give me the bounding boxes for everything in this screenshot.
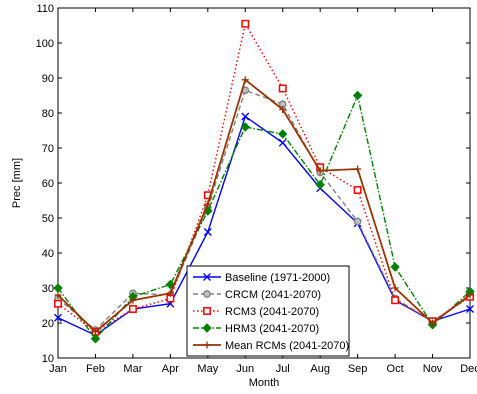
x-axis-label: Month [249, 377, 280, 389]
data-point [91, 328, 99, 336]
series-layer [53, 19, 475, 344]
y-tick-label: 90 [42, 73, 54, 85]
series-line [57, 21, 471, 333]
data-point [241, 112, 250, 121]
data-point [128, 305, 137, 313]
data-point [54, 291, 62, 299]
y-tick-label: 110 [36, 3, 54, 15]
data-point [204, 200, 212, 208]
data-point [241, 19, 250, 28]
data-point [241, 76, 249, 84]
legend-item: RCM3 (2041-2070) [193, 306, 319, 318]
y-tick-label: 80 [42, 108, 54, 120]
legend-label: HRM3 (2041-2070) [225, 323, 319, 335]
x-tick-label: Sep [348, 363, 368, 375]
x-tick-label: Dec [460, 363, 477, 375]
series-3 [53, 90, 475, 344]
data-point [352, 90, 363, 101]
legend-marker [203, 307, 211, 315]
legend-item: Mean RCMs (2041-2070) [193, 340, 349, 352]
x-axis: Jan Feb Mar Apr May Jun Jul Aug Sep Oct Nov Dec [49, 8, 477, 375]
x-tick-label: Jan [49, 363, 67, 375]
y-tick-label: 60 [42, 178, 54, 190]
y-tick-label: 20 [42, 318, 54, 330]
y-tick-label: 50 [42, 213, 54, 225]
series-4 [54, 76, 474, 336]
legend-label: CRCM (2041-2070) [225, 289, 321, 301]
x-tick-label: Nov [423, 363, 443, 375]
x-tick-label: Mar [123, 363, 142, 375]
legend-marker [203, 290, 211, 298]
x-tick-label: Aug [310, 363, 330, 375]
data-point [203, 228, 212, 236]
series-line [57, 89, 471, 331]
data-point [353, 217, 362, 226]
data-point [316, 167, 324, 175]
y-tick-label: 10 [42, 353, 54, 365]
data-point [278, 138, 287, 147]
legend: Baseline (1971-2000) CRCM (2041-2070) RCM3… [186, 265, 350, 357]
data-point [54, 299, 62, 308]
legend-marker [203, 341, 211, 349]
x-tick-label: Feb [86, 363, 105, 375]
data-point [278, 129, 288, 139]
data-point [354, 165, 362, 173]
legend-label: Mean RCMs (2041-2070) [225, 340, 349, 352]
x-tick-label: Apr [162, 363, 179, 375]
series-line [57, 78, 471, 333]
legend-item: Baseline (1971-2000) [193, 272, 330, 284]
series-line [57, 93, 471, 340]
data-point [54, 313, 62, 322]
data-point [429, 319, 437, 327]
legend-marker [203, 273, 211, 281]
data-point [391, 284, 399, 292]
legend-marker [202, 323, 212, 333]
data-point [129, 296, 137, 304]
y-axis-label: Prec [mm] [11, 158, 23, 208]
data-point [391, 296, 400, 305]
data-point [353, 186, 362, 194]
x-tick-label: May [197, 363, 218, 375]
data-point [90, 334, 101, 344]
y-tick-label: 30 [42, 283, 54, 295]
legend-label: Baseline (1971-2000) [225, 272, 330, 284]
data-point [240, 122, 250, 132]
x-tick-label: Jul [276, 363, 290, 375]
legend-item: HRM3 (2041-2070) [193, 323, 319, 335]
data-point [390, 262, 400, 272]
data-point [278, 84, 287, 93]
data-point [166, 289, 174, 297]
data-point [279, 106, 287, 113]
y-tick-label: 40 [42, 248, 54, 260]
data-point [466, 305, 474, 313]
legend-item: CRCM (2041-2070) [193, 289, 321, 301]
data-point [315, 180, 325, 190]
y-tick-label: 70 [42, 143, 54, 155]
x-tick-label: Oct [387, 363, 404, 375]
x-tick-label: Jun [236, 363, 254, 375]
data-point [466, 291, 474, 299]
y-tick-label: 100 [36, 38, 54, 50]
legend-label: RCM3 (2041-2070) [225, 306, 319, 318]
